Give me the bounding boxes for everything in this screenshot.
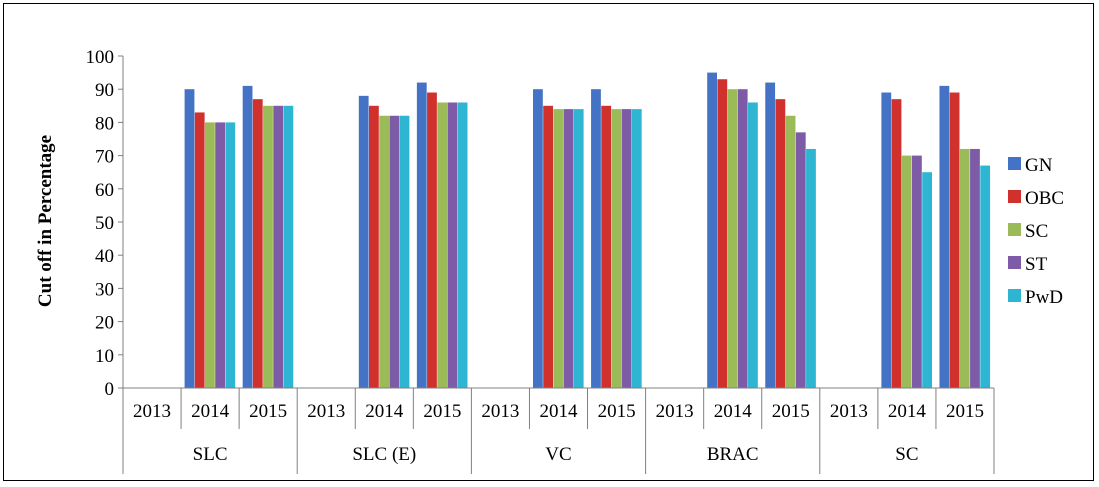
x-tick-label-year: 2014	[540, 401, 579, 422]
x-tick-label-year: 2015	[423, 401, 461, 422]
bar-sc-5	[437, 102, 448, 388]
bar-gn-5	[416, 82, 427, 388]
legend-label-pwd: PwD	[1025, 287, 1063, 308]
bar-sc-10	[727, 89, 738, 388]
bar-st-7	[563, 109, 574, 389]
bar-st-13	[912, 155, 922, 388]
bar-obc-14	[949, 92, 960, 389]
x-tick-label-year: 2013	[307, 401, 345, 422]
y-tick-label: 10	[95, 346, 114, 367]
x-tick-label-year: 2014	[191, 401, 230, 422]
legend-label-obc: OBC	[1025, 188, 1064, 209]
bar-pwd-4	[399, 115, 410, 388]
y-tick-label: 50	[95, 213, 114, 234]
bar-gn-13	[881, 92, 892, 389]
bar-gn-4	[358, 95, 369, 388]
x-tick-label-year: 2014	[365, 401, 404, 422]
bar-st-10	[737, 89, 748, 388]
legend-label-st: ST	[1025, 254, 1048, 275]
legend-label-sc: SC	[1025, 221, 1048, 242]
x-tick-label-year: 2015	[946, 401, 984, 422]
bar-sc-11	[785, 115, 796, 388]
x-group-label: SLC	[193, 444, 228, 465]
x-tick-label-year: 2015	[772, 401, 810, 422]
bar-st-8	[621, 109, 632, 389]
bar-st-2	[273, 105, 284, 389]
x-tick-label-year: 2013	[481, 401, 519, 422]
x-group-label: SC	[895, 444, 918, 465]
x-group-label: SLC (E)	[352, 444, 416, 465]
y-tick-label: 80	[95, 113, 114, 134]
legend-swatch-sc	[1008, 223, 1021, 236]
bar-pwd-7	[573, 109, 584, 389]
y-tick-label: 40	[95, 246, 114, 267]
bar-st-4	[389, 115, 400, 388]
bar-obc-1	[194, 112, 205, 388]
bar-sc-4	[379, 115, 389, 388]
bar-st-14	[970, 148, 980, 388]
legend-swatch-st	[1008, 256, 1021, 269]
x-tick-label-year: 2013	[133, 401, 171, 422]
bar-gn-7	[533, 89, 543, 388]
bar-gn-2	[242, 85, 253, 388]
bar-sc-14	[959, 148, 970, 388]
bar-obc-5	[427, 92, 437, 389]
y-tick-label: 70	[95, 147, 114, 168]
bar-pwd-8	[631, 109, 642, 389]
bar-obc-4	[369, 105, 379, 389]
y-axis: 0 10 20 30 40 50 60 70 80 90 100	[86, 47, 124, 400]
y-tick-label: 30	[95, 279, 114, 300]
y-tick-label: 0	[105, 379, 115, 400]
y-tick-label: 90	[95, 80, 114, 101]
legend-label-gn: GN	[1025, 155, 1053, 176]
bar-pwd-10	[748, 102, 758, 388]
bar-gn-14	[939, 85, 950, 388]
bars	[184, 72, 991, 389]
bar-obc-11	[775, 99, 786, 388]
bar-obc-7	[543, 105, 553, 389]
bar-sc-1	[205, 122, 215, 389]
bar-sc-2	[263, 105, 273, 389]
bar-gn-8	[591, 89, 601, 388]
bar-pwd-1	[225, 122, 236, 389]
bar-pwd-11	[806, 148, 816, 388]
bar-pwd-5	[457, 102, 468, 388]
x-axis: 2013 2014 2015 SLC 2013 2014 2015 SLC (E) 2013 20…	[122, 387, 995, 474]
y-axis-label: Cut off in Percentage	[35, 135, 56, 307]
legend: GN OBC SC ST PwD	[1008, 155, 1064, 308]
bar-obc-2	[252, 99, 263, 388]
legend-swatch-obc	[1008, 190, 1021, 203]
bar-obc-10	[717, 79, 728, 389]
y-tick-label: 20	[95, 313, 114, 334]
bar-st-5	[447, 102, 458, 388]
bar-gn-10	[707, 72, 717, 388]
bar-gn-11	[765, 82, 776, 388]
bar-sc-8	[611, 109, 622, 389]
x-tick-label-year: 2014	[714, 401, 753, 422]
bar-sc-7	[553, 109, 564, 389]
bar-st-1	[215, 122, 225, 389]
bar-pwd-13	[922, 172, 932, 388]
legend-swatch-pwd	[1008, 289, 1021, 302]
x-group-label: VC	[545, 444, 571, 465]
bar-pwd-14	[980, 165, 991, 388]
y-tick-label: 60	[95, 180, 114, 201]
legend-swatch-gn	[1008, 157, 1021, 170]
y-tick-label: 100	[86, 47, 115, 68]
bar-gn-1	[184, 89, 195, 388]
bar-obc-13	[891, 99, 902, 388]
x-tick-label-year: 2013	[830, 401, 868, 422]
bar-st-11	[795, 132, 806, 388]
x-tick-label-year: 2014	[888, 401, 927, 422]
bar-sc-13	[901, 155, 912, 388]
bar-pwd-2	[283, 105, 294, 389]
x-group-label: BRAC	[707, 444, 759, 465]
x-tick-label-year: 2013	[656, 401, 694, 422]
x-tick-label-year: 2015	[598, 401, 636, 422]
x-tick-label-year: 2015	[249, 401, 287, 422]
bar-obc-8	[601, 105, 612, 389]
chart-frame: 0 10 20 30 40 50 60 70 80 90 100 2013 2014 2015 SLC 20…	[3, 3, 1094, 481]
